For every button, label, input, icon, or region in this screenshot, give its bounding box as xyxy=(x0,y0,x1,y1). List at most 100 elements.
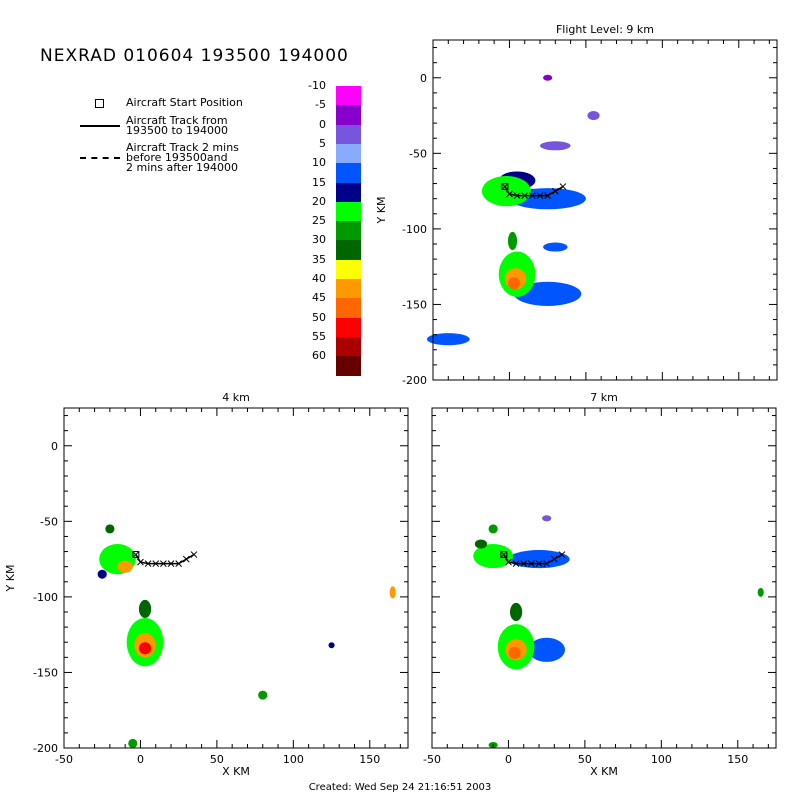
colorbar-label: -10 xyxy=(308,79,326,92)
chart-7km: 7 km -50 0 50 100 150 X KM xyxy=(423,391,777,778)
echo-cell xyxy=(507,231,518,251)
aircraft-track-point xyxy=(528,560,535,567)
colorbar-label: 55 xyxy=(312,329,326,343)
y-tick-label: -100 xyxy=(33,591,58,604)
colorbar-swatch xyxy=(336,317,361,338)
echo-cell xyxy=(509,602,523,622)
echo-cell xyxy=(481,176,531,207)
x-tick-label: 50 xyxy=(578,753,592,766)
y-tick-label: -50 xyxy=(409,147,427,160)
colorbar-label: 50 xyxy=(312,310,326,324)
aircraft-track-point xyxy=(501,183,509,190)
colorbar-label: 25 xyxy=(312,214,326,228)
echo-cell xyxy=(258,690,268,700)
colorbar-label: 60 xyxy=(312,349,326,363)
aircraft-track-point xyxy=(543,560,551,567)
aircraft-track-point xyxy=(559,183,567,190)
colorbar-swatch xyxy=(336,356,361,376)
aircraft-track-point xyxy=(536,192,544,199)
echo-cell xyxy=(543,74,553,81)
aircraft-track-point xyxy=(182,555,190,563)
x-tick-label: -50 xyxy=(55,753,73,766)
colorbar-label: 30 xyxy=(312,233,326,247)
y-tick-label: 0 xyxy=(420,72,427,85)
colorbar-label: 35 xyxy=(312,252,326,266)
chart-title: 7 km xyxy=(590,391,618,404)
colorbar-swatch xyxy=(336,298,361,319)
colorbar-label: 20 xyxy=(312,194,326,208)
aircraft-track-point xyxy=(529,192,536,199)
colorbar-label: 15 xyxy=(312,175,326,189)
aircraft-track-point xyxy=(544,192,552,199)
y-tick-label: -50 xyxy=(40,515,58,528)
plot-frame xyxy=(63,407,409,749)
aircraft-start-marker xyxy=(501,183,509,191)
colorbar-swatch xyxy=(336,336,361,357)
y-axis-label: Y KM xyxy=(375,197,388,225)
x-tick-label: 150 xyxy=(727,753,748,766)
chart-4km: 4 km -50 0 50 100 150 0 -50 -100 -150 -200 X KM Y KM xyxy=(4,391,409,778)
echo-cell xyxy=(543,242,568,252)
aircraft-track-point xyxy=(152,560,160,567)
aircraft-track-point xyxy=(167,560,175,567)
aircraft-track-point xyxy=(513,192,521,199)
plot-frame xyxy=(431,407,777,749)
legend-track-label-2: 193500 to 194000 xyxy=(126,124,229,137)
echo-cell xyxy=(488,524,498,534)
legend-start-label: Aircraft Start Position xyxy=(126,96,243,109)
aircraft-track-point xyxy=(500,551,508,558)
y-tick-label: -200 xyxy=(402,374,427,387)
track-line-icon xyxy=(80,125,120,127)
aircraft-track-point xyxy=(160,560,167,567)
chart-title: 4 km xyxy=(222,391,250,404)
aircraft-track-point xyxy=(521,192,529,199)
colorbar-swatch xyxy=(336,240,361,261)
y-axis-label: Y KM xyxy=(4,565,17,593)
echo-cell xyxy=(473,544,514,569)
x-tick-label: 100 xyxy=(651,753,672,766)
echo-cell xyxy=(540,141,571,151)
legend: Aircraft Start Position Aircraft Track f… xyxy=(78,95,308,180)
aircraft-track-point xyxy=(551,187,559,195)
echo-cell xyxy=(528,637,566,662)
y-tick-label: -150 xyxy=(402,298,427,311)
colorbar-swatch xyxy=(336,163,361,183)
x-tick-label: 150 xyxy=(359,753,380,766)
aircraft-track-point xyxy=(505,558,512,566)
x-axis-label: X KM xyxy=(590,765,618,778)
legend-ext-label-3: 2 mins after 194000 xyxy=(126,161,238,174)
colorbar-swatch xyxy=(336,124,361,145)
echo-cell xyxy=(138,599,152,619)
x-tick-label: -50 xyxy=(423,753,441,766)
aircraft-start-marker xyxy=(500,551,508,559)
colorbar-swatch xyxy=(336,143,361,164)
y-tick-label: -100 xyxy=(402,223,427,236)
legend-ext-label-1: Aircraft Track 2 mins xyxy=(126,141,239,154)
page-title: NEXRAD 010604 193500 194000 xyxy=(40,46,349,66)
echo-cell xyxy=(587,111,600,121)
x-tick-label: 50 xyxy=(210,753,224,766)
x-tick-label: 0 xyxy=(137,753,144,766)
x-tick-label: 0 xyxy=(505,753,512,766)
colorbar-label: 5 xyxy=(319,136,326,150)
aircraft-track-point xyxy=(558,551,566,558)
echo-cell xyxy=(138,642,152,655)
y-tick-label: -150 xyxy=(33,666,58,679)
aircraft-track-point xyxy=(520,560,528,567)
colorbar-label: 0 xyxy=(319,117,326,131)
start-position-marker-icon xyxy=(95,99,104,108)
colorbar-swatch xyxy=(336,105,361,126)
aircraft-track-point xyxy=(132,551,140,558)
aircraft-start-marker xyxy=(132,551,140,559)
plot-frame xyxy=(432,39,778,381)
track-dashed-line-icon xyxy=(80,157,120,159)
x-tick-label: 100 xyxy=(283,753,304,766)
echo-cell xyxy=(474,539,488,549)
aircraft-track-point xyxy=(175,560,183,567)
echo-cell xyxy=(105,524,115,534)
echo-cell xyxy=(328,642,335,649)
echo-cell xyxy=(426,333,470,346)
x-axis-label: X KM xyxy=(222,765,250,778)
echo-cell xyxy=(508,646,521,659)
colorbar-label: -5 xyxy=(315,98,326,112)
